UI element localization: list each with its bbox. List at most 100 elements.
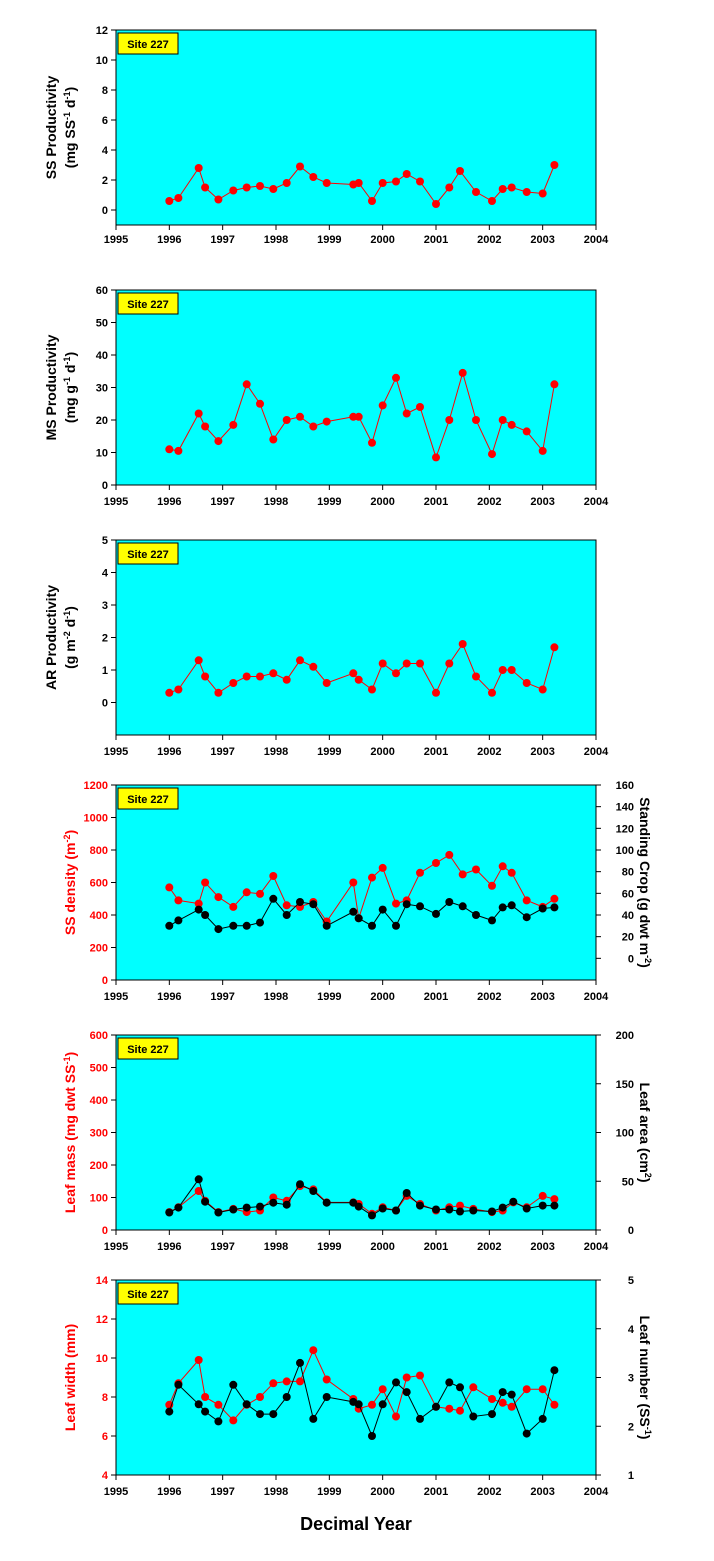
data-point-red <box>194 1356 203 1364</box>
data-point-black <box>498 1203 507 1212</box>
data-point-black <box>229 921 238 930</box>
data-point-black <box>296 898 304 906</box>
y-tick-label: 600 <box>90 1030 108 1042</box>
data-point-red <box>402 1373 411 1382</box>
site-label: Site 227 <box>127 549 169 561</box>
x-tick-label: 1995 <box>104 496 128 508</box>
data-point-black <box>269 1410 278 1419</box>
data-point-red <box>282 901 291 910</box>
chart-panel-5: 1995 1996 1997 1998 1999 2000 2001 2002 2003 2004… <box>62 1030 653 1253</box>
data-point-red <box>194 1187 203 1195</box>
data-point-red <box>432 859 440 867</box>
label-part: ) <box>62 87 78 92</box>
site-label-box <box>117 542 179 565</box>
data-point-black <box>378 1204 387 1213</box>
y-tick-label: 10 <box>96 1353 108 1365</box>
data-point-red <box>296 656 304 665</box>
site-label: Site 227 <box>127 794 169 806</box>
data-point-black <box>458 902 467 911</box>
data-point-black <box>194 1400 203 1409</box>
data-point-red <box>269 185 278 193</box>
x-tick-label: 2001 <box>424 496 448 508</box>
x-tick-label: 1998 <box>264 991 288 1003</box>
label-part: SS density (m <box>62 843 78 936</box>
data-point-red <box>458 870 467 879</box>
data-point-red <box>445 659 454 668</box>
data-point-red <box>174 446 183 455</box>
data-point-black <box>368 1432 376 1440</box>
x-tick-label: 2003 <box>530 1486 554 1498</box>
x-tick-label: 2003 <box>530 234 554 246</box>
data-point-black <box>269 894 278 903</box>
plot-area <box>115 29 597 226</box>
data-point-red <box>354 675 363 684</box>
x-tick-label: 2004 <box>584 496 609 508</box>
data-point-red <box>522 1385 531 1394</box>
data-point-red <box>488 688 496 697</box>
data-point-black <box>242 921 251 930</box>
y-tick-label: 3 <box>102 600 108 612</box>
data-point-red <box>402 659 411 668</box>
data-point-black <box>507 901 516 910</box>
data-point-black <box>488 916 496 925</box>
data-point-black <box>194 905 203 914</box>
data-point-red <box>378 401 387 410</box>
chart-panel-1: 1995 1996 1997 1998 1999 2000 2001 2002 2003 2004… <box>43 25 609 246</box>
site-label-box <box>117 32 179 55</box>
data-point-black <box>432 909 440 918</box>
data-point-black <box>378 1400 387 1409</box>
data-point-black <box>282 911 291 919</box>
data-point-red <box>296 1377 304 1386</box>
data-point-red <box>242 672 251 681</box>
data-point-red <box>282 179 291 187</box>
site-label-box <box>117 292 179 315</box>
label-part: Standing Crop (g dwt m <box>637 797 653 955</box>
data-point-black <box>296 1180 304 1189</box>
x-tick-label: 2000 <box>370 746 394 758</box>
x-tick-label: 2001 <box>424 991 448 1003</box>
data-point-red <box>538 189 547 198</box>
label-part: (g m <box>62 639 78 669</box>
data-point-black <box>522 913 531 922</box>
data-point-red <box>201 672 210 681</box>
y-tick-label: 0 <box>102 975 108 987</box>
x-tick-label: 1996 <box>157 234 181 246</box>
data-point-red <box>368 873 376 882</box>
data-point-black <box>282 1200 291 1209</box>
data-point-red <box>194 656 203 665</box>
y2-tick-label: 40 <box>622 910 634 922</box>
data-point-red <box>392 1412 400 1421</box>
plot-area <box>115 539 597 736</box>
data-point-red <box>229 902 238 911</box>
y-axis-label: Leaf width (mm) <box>62 1324 78 1431</box>
data-point-red <box>214 437 223 446</box>
data-point-red <box>432 688 440 697</box>
y-tick-label: 200 <box>90 943 108 955</box>
y-tick-label: 1200 <box>84 780 108 792</box>
data-point-red <box>445 1404 454 1413</box>
data-point-red <box>469 1383 478 1392</box>
data-point-black <box>354 1202 363 1211</box>
data-point-black <box>445 1378 454 1387</box>
data-point-red <box>488 450 496 459</box>
data-point-black <box>174 1203 183 1212</box>
data-point-red <box>201 183 210 192</box>
data-point-red <box>538 1385 547 1394</box>
data-point-red <box>378 1385 387 1394</box>
y-tick-label: 600 <box>90 878 108 890</box>
x-tick-label: 1999 <box>317 1486 341 1498</box>
data-point-red <box>507 868 516 877</box>
x-tick-label: 2003 <box>530 1241 554 1253</box>
data-point-red <box>402 409 411 418</box>
data-point-red <box>322 417 331 426</box>
x-tick-label: 1998 <box>264 746 288 758</box>
data-point-red <box>214 688 223 697</box>
data-point-black <box>214 925 223 934</box>
y2-tick-label: 0 <box>628 1225 634 1237</box>
data-point-black <box>201 911 210 919</box>
data-point-red <box>550 643 559 652</box>
data-point-red <box>282 1377 291 1386</box>
plot-area <box>115 1279 597 1476</box>
x-tick-label: 1997 <box>210 234 234 246</box>
